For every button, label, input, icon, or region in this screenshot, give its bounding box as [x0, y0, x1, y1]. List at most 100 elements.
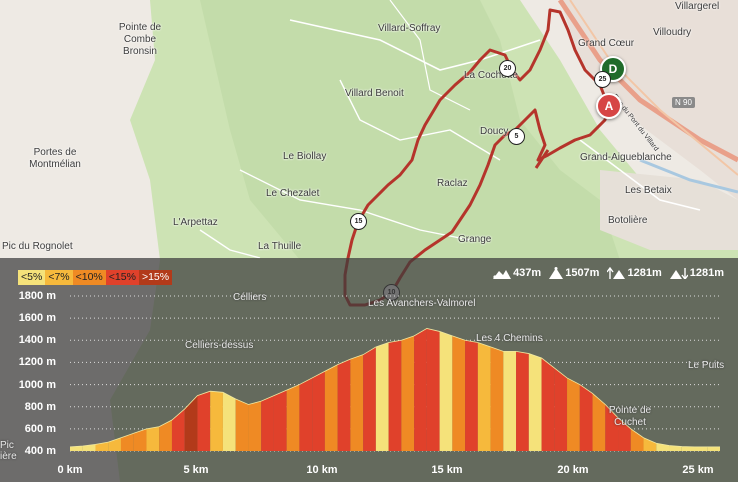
legend-lt10: <10%: [72, 270, 106, 285]
profile-segment[interactable]: [439, 331, 453, 451]
profile-segment[interactable]: [70, 446, 83, 451]
place-les-4-chemins: Les 4 Chemins: [476, 333, 543, 344]
place-villargerel: Villargerel: [675, 1, 720, 12]
profile-segment[interactable]: [452, 335, 466, 451]
slope-legend: <5% <7% <10% <15% >15%: [18, 270, 173, 285]
place-celliers-dessus: Celliers-dessus: [185, 340, 254, 351]
place-pic-du-rognolet: Pic du Rognolet: [2, 241, 73, 252]
place-grand-aigueblanche: Grand-Aigueblanche: [580, 152, 672, 163]
profile-segment[interactable]: [388, 340, 402, 451]
profile-segment[interactable]: [605, 404, 619, 452]
profile-segment[interactable]: [210, 391, 223, 451]
profile-segment[interactable]: [669, 445, 682, 451]
km-marker-5[interactable]: 5: [508, 128, 525, 145]
x-tick-label: 20 km: [557, 464, 589, 476]
legend-lt15: <15%: [105, 270, 139, 285]
profile-segment[interactable]: [248, 401, 262, 451]
place-villard-soffray: Villard-Soffray: [378, 23, 441, 34]
profile-segment[interactable]: [375, 342, 389, 452]
elevation-profile[interactable]: <5% <7% <10% <15% >15% 437m 1507m 1281m …: [0, 258, 738, 482]
slope-bands: [70, 328, 720, 451]
place-l-arpettaz: L'Arpettaz: [173, 217, 218, 228]
profile-segment[interactable]: [477, 342, 491, 452]
profile-segment[interactable]: [554, 367, 568, 451]
road-label-n90: N 90: [672, 97, 695, 108]
profile-segment[interactable]: [643, 437, 657, 451]
profile-segment[interactable]: [299, 377, 313, 451]
profile-segment[interactable]: [350, 354, 364, 451]
legend-lt5: <5%: [18, 270, 46, 285]
place-les-betaix: Les Betaix: [625, 185, 672, 196]
profile-segment[interactable]: [273, 390, 287, 451]
stat-descent: 1281m: [669, 267, 724, 279]
profile-segment[interactable]: [235, 398, 249, 451]
y-tick-label: 600 m: [24, 423, 56, 435]
x-tick-label: 15 km: [431, 464, 463, 476]
end-marker[interactable]: A: [596, 93, 622, 119]
profile-segment[interactable]: [694, 446, 708, 451]
profile-segment[interactable]: [414, 328, 427, 451]
profile-segment[interactable]: [465, 340, 478, 451]
place-les-avanchers-valmorel: Les Avanchers-Valmorel: [368, 298, 476, 309]
profile-segment[interactable]: [516, 351, 529, 451]
y-tick-label: 1000 m: [18, 379, 56, 391]
place-la-thuille: La Thuille: [258, 241, 302, 252]
profile-segment[interactable]: [567, 377, 580, 451]
legend-lt7: <7%: [45, 270, 73, 285]
km-marker-20[interactable]: 20: [499, 60, 516, 77]
profile-segment[interactable]: [146, 426, 160, 451]
profile-stats: 437m 1507m 1281m 1281m: [493, 267, 724, 279]
profile-segment[interactable]: [324, 364, 338, 451]
route-arrow: [534, 149, 550, 169]
y-tick-label: 1200 m: [18, 356, 56, 368]
profile-segment[interactable]: [426, 328, 440, 451]
place-iere: ière: [0, 451, 17, 462]
place-celliers: Célliers: [233, 292, 267, 303]
place-villoudry: Villoudry: [653, 27, 692, 38]
profile-segment[interactable]: [337, 359, 351, 451]
place-grand-coeur: Grand Cœur: [578, 38, 635, 49]
y-tick-label: 1400 m: [18, 334, 56, 346]
profile-segment[interactable]: [363, 346, 376, 451]
x-tick-label: 10 km: [306, 464, 338, 476]
profile-segment[interactable]: [528, 353, 542, 451]
stat-max-alt: 1507m: [549, 267, 599, 279]
profile-segment[interactable]: [286, 384, 300, 451]
profile-segment[interactable]: [312, 371, 325, 451]
ascent-icon: [607, 267, 626, 279]
place-pic: Pic: [0, 440, 14, 451]
elevation-outline: [69, 328, 720, 448]
profile-segment[interactable]: [184, 395, 198, 451]
profile-segment[interactable]: [159, 420, 172, 451]
place-pointe-de-cuchet: Pointe de Cuchet: [608, 405, 652, 428]
profile-segment[interactable]: [592, 393, 606, 451]
place-pointe-de-combe-bronsin: Pointe de Combe Bronsin: [118, 22, 162, 57]
profile-segment[interactable]: [579, 384, 593, 451]
descent-icon: [669, 268, 688, 279]
x-tick-label: 5 km: [183, 464, 209, 476]
place-la-cochette: La Cochette: [464, 70, 518, 81]
profile-segment[interactable]: [490, 346, 504, 451]
profile-segment[interactable]: [630, 428, 644, 451]
km-marker-25[interactable]: 25: [594, 71, 611, 88]
max-altitude-icon: [549, 267, 564, 279]
profile-segment[interactable]: [707, 446, 720, 451]
stat-min-alt: 437m: [493, 267, 541, 279]
profile-segment[interactable]: [681, 446, 695, 451]
place-portes-de-montmelian: Portes de Montmélian: [29, 147, 81, 170]
profile-segment[interactable]: [401, 335, 415, 451]
profile-segment[interactable]: [95, 442, 109, 451]
profile-segment[interactable]: [261, 395, 274, 451]
profile-segment[interactable]: [503, 351, 517, 451]
profile-segment[interactable]: [541, 358, 555, 451]
profile-segment[interactable]: [82, 444, 96, 451]
profile-segment[interactable]: [171, 408, 185, 451]
profile-segment[interactable]: [133, 428, 147, 451]
profile-segment[interactable]: [120, 433, 134, 451]
y-tick-label: 400 m: [24, 445, 56, 457]
elevation-chart[interactable]: [0, 258, 738, 482]
profile-segment[interactable]: [222, 392, 236, 451]
profile-segment[interactable]: [197, 391, 211, 451]
km-marker-15[interactable]: 15: [350, 213, 367, 230]
